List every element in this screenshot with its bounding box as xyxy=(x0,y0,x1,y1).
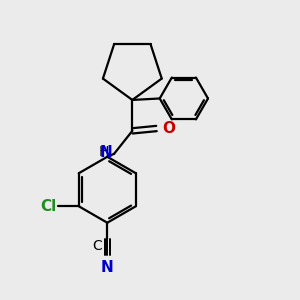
Text: Cl: Cl xyxy=(40,199,57,214)
Text: H: H xyxy=(98,146,109,159)
Text: N: N xyxy=(101,260,114,275)
Text: N: N xyxy=(100,145,112,160)
Text: O: O xyxy=(162,121,175,136)
Text: C: C xyxy=(92,238,102,253)
